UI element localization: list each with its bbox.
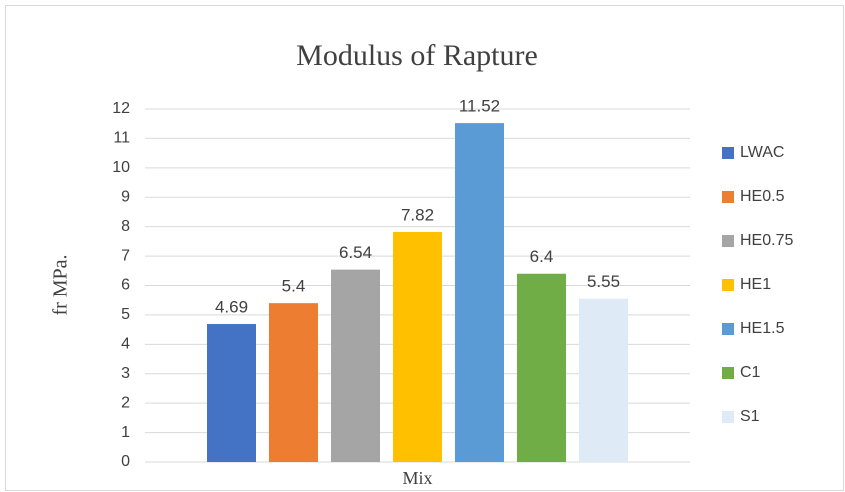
chart-title: Modulus of Rapture (296, 39, 538, 72)
y-tick-label: 3 (121, 365, 130, 382)
data-label: 5.55 (587, 272, 620, 291)
y-tick-label: 8 (121, 218, 130, 235)
bar (579, 298, 628, 462)
bar (517, 273, 566, 462)
legend-label: HE1.5 (740, 320, 785, 337)
y-tick-label: 10 (112, 159, 130, 176)
legend-swatch (722, 147, 734, 159)
legend-swatch (722, 367, 734, 379)
legend-label: HE0.75 (740, 232, 793, 249)
bar (331, 269, 380, 462)
legend-swatch (722, 411, 734, 423)
y-tick-label: 0 (121, 453, 130, 470)
data-label: 4.69 (215, 298, 248, 317)
y-tick-label: 1 (121, 424, 130, 441)
y-axis-label: fr MPa. (50, 254, 72, 315)
bar (393, 231, 442, 462)
legend-label: S1 (740, 408, 760, 425)
legend-label: LWAC (740, 144, 784, 161)
data-label: 7.82 (401, 205, 434, 224)
legend-swatch (722, 323, 734, 335)
y-tick-label: 7 (121, 247, 130, 264)
data-label: 11.52 (459, 97, 500, 116)
legend-swatch (722, 279, 734, 291)
legend-label: C1 (740, 364, 761, 381)
bar (455, 123, 504, 463)
x-tick-label: Mix (402, 468, 432, 488)
y-tick-label: 2 (121, 394, 130, 411)
legend-label: HE0.5 (740, 188, 785, 205)
y-tick-label: 6 (121, 277, 130, 294)
bar (207, 324, 256, 462)
legend-swatch (722, 235, 734, 247)
legend-swatch (722, 191, 734, 203)
y-tick-label: 5 (121, 306, 130, 323)
data-label: 6.4 (530, 247, 554, 266)
y-tick-label: 9 (121, 188, 130, 205)
y-tick-label: 11 (113, 130, 130, 147)
bar (269, 303, 318, 462)
y-tick-label: 12 (112, 100, 130, 117)
y-tick-label: 4 (121, 336, 130, 353)
data-label: 6.54 (339, 243, 372, 262)
legend-label: HE1 (740, 276, 771, 293)
data-label: 5.4 (282, 277, 306, 296)
